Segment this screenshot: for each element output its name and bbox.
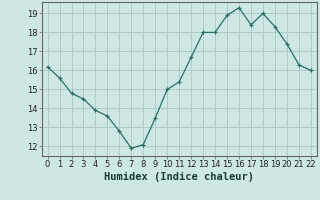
X-axis label: Humidex (Indice chaleur): Humidex (Indice chaleur): [104, 172, 254, 182]
